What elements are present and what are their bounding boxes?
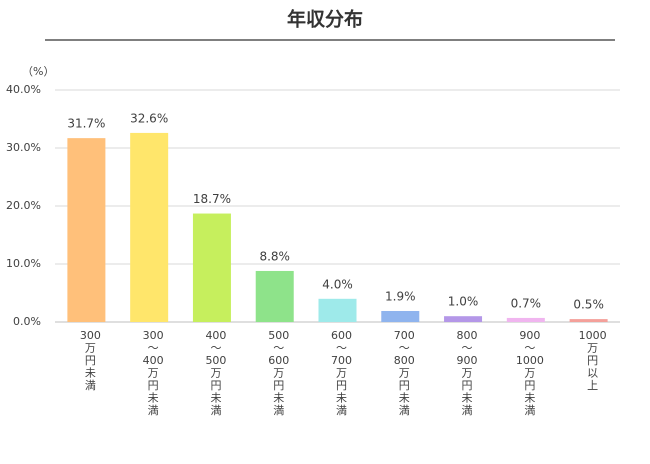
value-label: 32.6% [130, 111, 168, 125]
bar [192, 213, 231, 322]
y-tick-label: 40.0% [6, 83, 41, 96]
x-tick-label: 800 〜 900 万円未満 [457, 329, 478, 417]
bar [130, 132, 169, 322]
value-label: 18.7% [193, 192, 231, 206]
bar [255, 270, 294, 322]
value-label: 4.0% [322, 277, 353, 291]
y-tick-label: 10.0% [6, 257, 41, 270]
value-label: 31.7% [67, 117, 105, 131]
bar [318, 298, 357, 322]
x-tick-label: 400 〜 500 万円未満 [205, 329, 226, 417]
x-tick-label: 900 〜 1000 万円未満 [516, 329, 544, 417]
y-tick-label: 30.0% [6, 141, 41, 154]
bar [569, 319, 608, 322]
y-tick-label: 20.0% [6, 199, 41, 212]
y-axis-label: （%） [22, 65, 54, 78]
value-label: 1.0% [448, 295, 479, 309]
chart-title: 年収分布 [287, 8, 363, 31]
y-tick-label: 0.0% [13, 315, 41, 328]
value-label: 0.7% [511, 296, 542, 310]
bar [444, 316, 483, 322]
bar [506, 317, 545, 322]
value-label: 8.8% [259, 249, 290, 263]
x-tick-label: 300 万円未満 [80, 329, 101, 392]
bar [381, 310, 420, 322]
x-tick-label: 1000 万円以上 [579, 329, 607, 392]
x-tick-label: 500 〜 600 万円未満 [268, 329, 289, 417]
bar [67, 138, 106, 322]
value-label: 1.9% [385, 289, 416, 303]
x-tick-label: 700 〜 800 万円未満 [394, 329, 415, 417]
x-tick-label: 600 〜 700 万円未満 [331, 329, 352, 417]
value-label: 0.5% [573, 298, 604, 312]
x-tick-label: 300 〜 400 万円未満 [143, 329, 164, 417]
